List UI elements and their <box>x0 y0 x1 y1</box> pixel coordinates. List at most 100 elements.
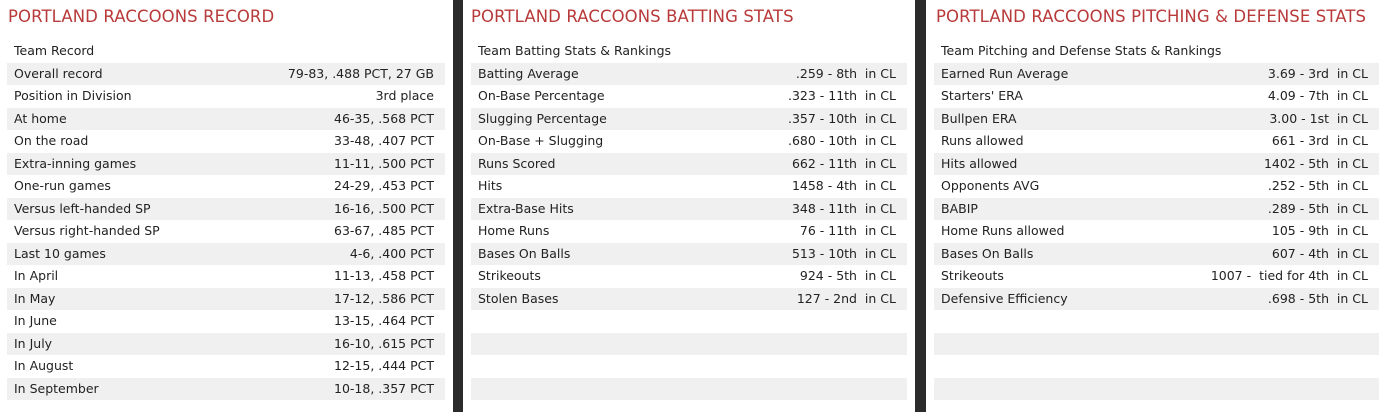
stat-label: Last 10 games <box>14 245 106 261</box>
stat-value: .698 - 5th in CL <box>1267 290 1368 306</box>
stat-value: 16-10, .615 PCT <box>334 335 434 351</box>
stat-value: 3.00 - 1st in CL <box>1269 110 1368 126</box>
table-row: Slugging Percentage .357 - 10th in CL <box>471 107 907 130</box>
table-row: Versus right-handed SP 63-67, .485 PCT <box>7 220 445 243</box>
table-row: Earned Run Average 3.69 - 3rd in CL <box>934 62 1379 85</box>
stat-label: In August <box>14 358 74 373</box>
stat-value: 348 - 11th in CL <box>791 200 896 216</box>
stat-label: Runs Scored <box>478 155 556 171</box>
stat-label: On the road <box>14 133 89 148</box>
stat-value: 10-18, .357 PCT <box>334 380 434 396</box>
stat-label: Batting Average <box>478 65 579 81</box>
table-row: In May 17-12, .586 PCT <box>7 287 445 310</box>
stat-label: Hits <box>478 178 503 193</box>
table-row: Defensive Efficiency .698 - 5th in CL <box>934 287 1379 310</box>
stat-value: 3rd place <box>375 88 434 103</box>
stat-label: Strikeouts <box>941 268 1004 283</box>
stat-value: .289 - 5th in CL <box>1267 200 1368 216</box>
table-row <box>934 355 1379 378</box>
stat-value: 13-15, .464 PCT <box>334 313 434 328</box>
table-row: Bullpen ERA 3.00 - 1st in CL <box>934 107 1379 130</box>
stat-label: On-Base + Slugging <box>478 133 604 148</box>
stat-value: 63-67, .485 PCT <box>334 223 434 238</box>
table-row <box>471 377 907 400</box>
record-panel: PORTLAND RACCOONS RECORD Team Record Over… <box>0 0 453 412</box>
table-row: On-Base Percentage .323 - 11th in CL <box>471 85 907 108</box>
table-row: Versus left-handed SP 16-16, .500 PCT <box>7 197 445 220</box>
stat-value: .357 - 10th in CL <box>787 110 896 126</box>
stat-value: 3.69 - 3rd in CL <box>1267 65 1368 81</box>
stat-value: 17-12, .586 PCT <box>334 290 434 306</box>
pitching-header-label: Team Pitching and Defense Stats & Rankin… <box>941 43 1222 58</box>
stat-value: 24-29, .453 PCT <box>334 178 434 193</box>
stat-label: Bases On Balls <box>478 245 571 261</box>
stat-label: Overall record <box>14 65 103 81</box>
stat-value: 76 - 11th in CL <box>799 223 896 238</box>
pitching-table: Team Pitching and Defense Stats & Rankin… <box>934 40 1379 400</box>
stat-label: In September <box>14 380 99 396</box>
table-row: Starters' ERA 4.09 - 7th in CL <box>934 85 1379 108</box>
stat-label: Position in Division <box>14 88 132 103</box>
pitching-header-row: Team Pitching and Defense Stats & Rankin… <box>934 40 1379 63</box>
table-row: BABIP .289 - 5th in CL <box>934 197 1379 220</box>
table-row: Extra-inning games 11-11, .500 PCT <box>7 152 445 175</box>
record-header-label: Team Record <box>14 43 95 58</box>
stat-label: Home Runs allowed <box>941 223 1065 238</box>
stat-label: In April <box>14 268 59 283</box>
stat-value: 924 - 5th in CL <box>799 268 896 283</box>
stat-value: 1458 - 4th in CL <box>791 178 896 193</box>
table-row: Home Runs 76 - 11th in CL <box>471 220 907 243</box>
table-row <box>471 355 907 378</box>
record-header-row: Team Record <box>7 40 445 63</box>
table-row: In July 16-10, .615 PCT <box>7 332 445 355</box>
stat-value: 4-6, .400 PCT <box>349 245 434 261</box>
stat-value: 11-11, .500 PCT <box>334 155 434 171</box>
stat-label: Versus left-handed SP <box>14 200 151 216</box>
table-row: Strikeouts 924 - 5th in CL <box>471 265 907 288</box>
stat-value: 46-35, .568 PCT <box>334 110 434 126</box>
table-row <box>934 310 1379 333</box>
stat-label: Bases On Balls <box>941 245 1034 261</box>
table-row: One-run games 24-29, .453 PCT <box>7 175 445 198</box>
table-row: On the road 33-48, .407 PCT <box>7 130 445 153</box>
table-row: Overall record 79-83, .488 PCT, 27 GB <box>7 62 445 85</box>
stat-value: 607 - 4th in CL <box>1271 245 1368 261</box>
table-row: Position in Division 3rd place <box>7 85 445 108</box>
stat-label: Bullpen ERA <box>941 110 1017 126</box>
stat-label: Defensive Efficiency <box>941 290 1068 306</box>
batting-panel: PORTLAND RACCOONS BATTING STATS Team Bat… <box>463 0 915 412</box>
stat-value: 16-16, .500 PCT <box>334 200 434 216</box>
stat-label: Stolen Bases <box>478 290 559 306</box>
stat-label: Slugging Percentage <box>478 110 607 126</box>
table-row: On-Base + Slugging .680 - 10th in CL <box>471 130 907 153</box>
batting-title: PORTLAND RACCOONS BATTING STATS <box>471 7 794 26</box>
table-row: Home Runs allowed 105 - 9th in CL <box>934 220 1379 243</box>
table-row: In August 12-15, .444 PCT <box>7 355 445 378</box>
stat-value: 12-15, .444 PCT <box>334 358 434 373</box>
table-row <box>471 310 907 333</box>
stat-value: .323 - 11th in CL <box>787 88 896 103</box>
stat-label: On-Base Percentage <box>478 88 605 103</box>
stat-label: In May <box>14 290 56 306</box>
stat-label: Strikeouts <box>478 268 541 283</box>
table-row <box>934 332 1379 355</box>
table-row: Strikeouts 1007 - tied for 4th in CL <box>934 265 1379 288</box>
stat-value: 11-13, .458 PCT <box>334 268 434 283</box>
record-title: PORTLAND RACCOONS RECORD <box>8 7 275 26</box>
stat-value: 1402 - 5th in CL <box>1263 155 1368 171</box>
stat-value: 1007 - tied for 4th in CL <box>1210 268 1368 283</box>
batting-header-label: Team Batting Stats & Rankings <box>478 43 672 58</box>
table-row: Runs Scored 662 - 11th in CL <box>471 152 907 175</box>
table-row: Hits 1458 - 4th in CL <box>471 175 907 198</box>
stat-value: 33-48, .407 PCT <box>334 133 434 148</box>
stat-value: 662 - 11th in CL <box>791 155 896 171</box>
table-row: Extra-Base Hits 348 - 11th in CL <box>471 197 907 220</box>
record-table: Team Record Overall record 79-83, .488 PCT… <box>7 40 445 400</box>
table-row: Stolen Bases 127 - 2nd in CL <box>471 287 907 310</box>
table-row <box>934 377 1379 400</box>
stat-label: BABIP <box>941 200 978 216</box>
stat-value: 127 - 2nd in CL <box>796 290 896 306</box>
table-row: Runs allowed 661 - 3rd in CL <box>934 130 1379 153</box>
pitching-title: PORTLAND RACCOONS PITCHING & DEFENSE STA… <box>936 7 1367 26</box>
stat-value: 105 - 9th in CL <box>1271 223 1368 238</box>
